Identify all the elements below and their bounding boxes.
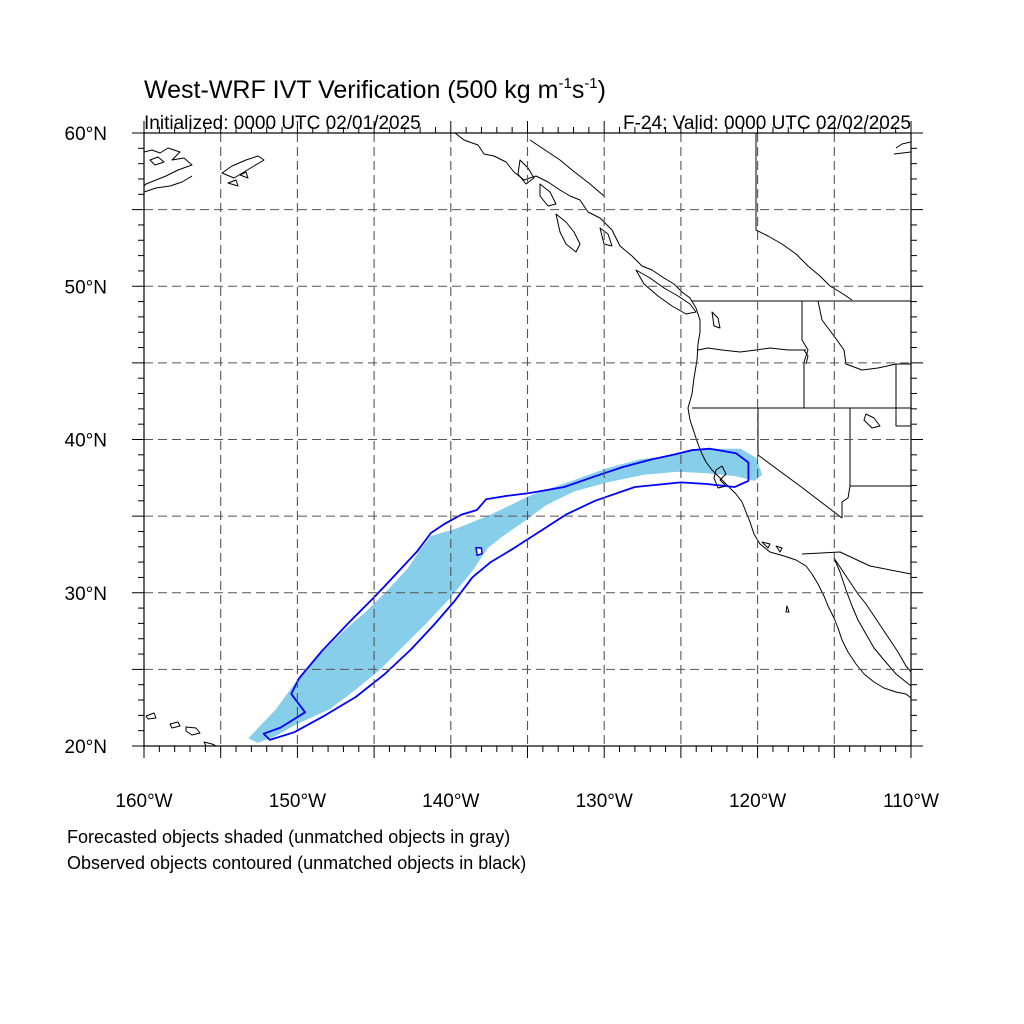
latitude-label: 30°N (65, 584, 107, 605)
axis-ticks (132, 121, 923, 758)
wyoming-border (895, 364, 911, 427)
mainland-mexico-coast (833, 557, 911, 687)
montana-border (817, 300, 911, 371)
longitude-label: 140°W (422, 791, 479, 812)
puget-sound (711, 311, 721, 329)
washington-oregon-border (697, 347, 806, 353)
alaska-coast (144, 147, 193, 187)
graticule (144, 133, 911, 746)
vancouver-island (635, 269, 697, 315)
idaho-border (801, 301, 809, 408)
latitude-label: 60°N (65, 124, 107, 145)
longitude-label: 160°W (115, 791, 172, 812)
map-title: West-WRF IVT Verification (500 kg m-1s-1… (144, 75, 606, 104)
canada-coast (454, 133, 701, 345)
longitude-label: 110°W (883, 791, 939, 812)
latitude-label: 50°N (65, 277, 107, 298)
longitude-label: 150°W (269, 791, 326, 812)
longitude-labels: 160°W 150°W 140°W 130°W 120°W 110°W (115, 791, 939, 812)
longitude-label: 130°W (576, 791, 633, 812)
california-nevada-border (757, 408, 843, 519)
objects-layer (248, 448, 763, 743)
footnote-forecast: Forecasted objects shaded (unmatched obj… (67, 827, 510, 847)
hawaii-maui (185, 726, 201, 736)
baja-california-coast (811, 573, 911, 699)
hudson-coast (895, 141, 911, 149)
alaska-coast (144, 175, 193, 193)
hawaii-big-island (203, 741, 217, 746)
observed-small-contour (475, 546, 483, 557)
island (149, 156, 165, 166)
us-mexico-border (801, 551, 911, 575)
latitude-labels: 60°N 50°N 40°N 30°N 20°N (65, 124, 107, 758)
haida-gwaii (555, 213, 581, 253)
init-time-label: Initialized: 0000 UTC 02/01/2025 (144, 113, 421, 134)
great-salt-lake (863, 413, 881, 429)
utah-border (849, 408, 911, 487)
footnote-observed: Observed objects contoured (unmatched ob… (67, 853, 526, 873)
island (785, 605, 790, 613)
island (227, 171, 249, 187)
forecast-object-hole (476, 548, 482, 555)
gulf-of-california (833, 557, 911, 673)
observed-ivt-contour (262, 447, 750, 741)
us-west-coast (687, 343, 813, 575)
channel-islands (761, 541, 783, 553)
arizona-border (841, 485, 851, 518)
island (221, 155, 265, 179)
island (539, 183, 557, 207)
island (517, 159, 535, 185)
sf-bay (713, 465, 727, 489)
longitude-label: 120°W (729, 791, 786, 812)
hawaii-kauai (145, 712, 157, 720)
hudson-coast (893, 151, 911, 155)
canada-coast (755, 133, 853, 301)
island (599, 227, 613, 247)
valid-time-label: F-24: Valid: 0000 UTC 02/02/2025 (623, 113, 911, 134)
forecast-ivt-object (248, 448, 763, 743)
coast-detail (529, 139, 605, 197)
state-border (803, 349, 809, 365)
coastlines-and-borders (144, 133, 911, 746)
hawaii-oahu (169, 721, 181, 729)
latitude-label: 20°N (65, 737, 107, 758)
latitude-label: 40°N (65, 431, 107, 452)
